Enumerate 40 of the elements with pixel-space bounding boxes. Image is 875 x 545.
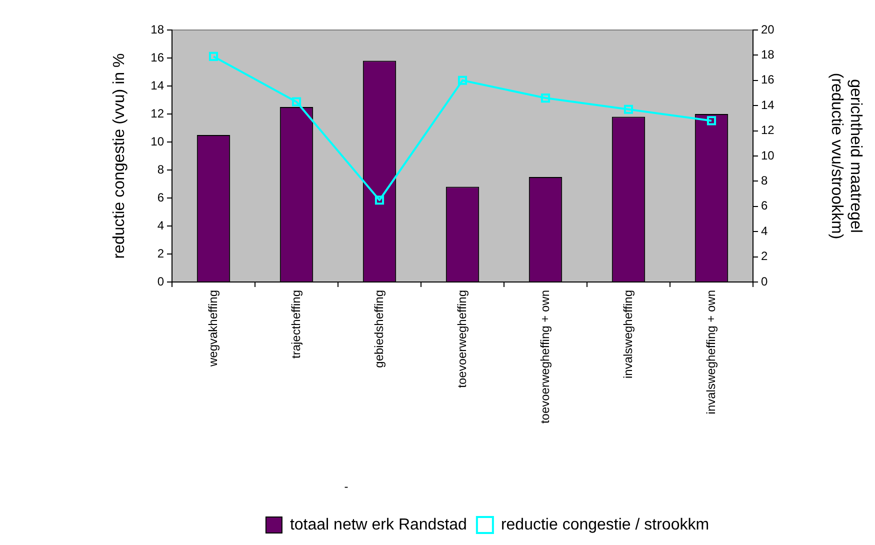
y-tick-label: 0 <box>157 274 164 288</box>
point <box>208 52 218 61</box>
x-tick-label: wegvakheffing <box>206 290 220 368</box>
legend-label: reductie congestie / strookkm <box>500 516 710 534</box>
y2-axis-title: gerichtheid maatregel (reductie vvu/strookkm) <box>828 72 864 240</box>
y-tick-label: 12 <box>150 106 164 120</box>
y2-tick-label: 6 <box>761 198 768 213</box>
x-tick-label: toevoerwegheffing + own <box>538 290 552 424</box>
x-tick-label: gebiedsheffing <box>372 290 386 368</box>
point <box>624 104 634 114</box>
y2-tick-label: 0 <box>761 274 768 288</box>
y2-tick-label: 18 <box>761 48 775 62</box>
y-tick-label: 18 <box>150 22 164 36</box>
x-tick-label: invalswegheffing + own <box>704 290 718 414</box>
y2-tick-label: 2 <box>761 249 768 264</box>
y-tick-label: 8 <box>157 162 164 176</box>
y2-tick-label: 8 <box>761 174 768 188</box>
y-tick-label: 4 <box>157 218 164 232</box>
y-axis-title: reductie congestie (vvu) in % <box>111 53 128 259</box>
legend-label: totaal netw erk Randstad <box>290 516 467 534</box>
point <box>540 94 550 103</box>
y2-tick-label: 4 <box>761 224 768 238</box>
y2-tick-label: 14 <box>761 98 775 112</box>
point <box>292 97 302 106</box>
y2-tick-label: 16 <box>761 72 775 87</box>
y-tick-label: 10 <box>150 134 164 148</box>
y2-tick-label: 12 <box>761 123 775 138</box>
text: - <box>344 479 348 494</box>
y-tick-label: 14 <box>150 78 164 92</box>
y-tick-label: 16 <box>150 50 164 64</box>
point <box>458 76 468 85</box>
y2-tick-label: 10 <box>761 148 775 162</box>
point <box>706 116 716 126</box>
y-tick-label: 2 <box>157 246 164 260</box>
x-tick-label: invalswegheffing <box>620 290 635 379</box>
x-tick-label: trajectheffing <box>288 290 303 358</box>
x-tick-label: toevoerwegheffing <box>454 290 469 388</box>
point <box>374 196 384 205</box>
y-tick-label: 6 <box>157 190 164 204</box>
y2-tick-label: 20 <box>761 22 775 36</box>
